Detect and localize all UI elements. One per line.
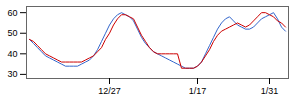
svg-text:30: 30 xyxy=(7,69,17,79)
svg-text:60: 60 xyxy=(7,8,17,18)
svg-text:50: 50 xyxy=(7,28,17,38)
svg-text:1/31: 1/31 xyxy=(261,86,279,96)
svg-text:1/17: 1/17 xyxy=(189,86,207,96)
svg-text:40: 40 xyxy=(7,49,17,59)
svg-text:12/27: 12/27 xyxy=(98,86,121,96)
